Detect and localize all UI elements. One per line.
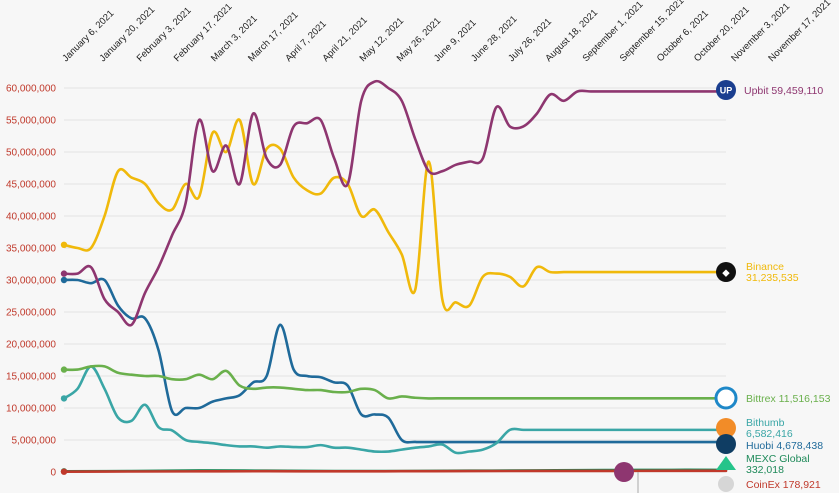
label-huobi: Huobi 4,678,438 [746, 440, 823, 452]
series-lines [60, 79, 728, 475]
label-binance-name: Binance [746, 261, 784, 273]
label-bithumb-value: 6,582,416 [746, 428, 793, 440]
binance-logo-icon [716, 262, 736, 282]
bithumb-logo-icon [716, 418, 736, 438]
upbit-logo-icon [716, 80, 736, 100]
y-tick-label: 25,000,000 [6, 308, 56, 319]
y-tick-label: 50,000,000 [6, 148, 56, 159]
y-tick-label: 10,000,000 [6, 404, 56, 415]
y-tick-label: 40,000,000 [6, 212, 56, 223]
label-upbit: Upbit 59,459,110 [744, 85, 823, 97]
upbit-logo-icon-glyph: UP [720, 86, 733, 96]
label-mexc-name: MEXC Global [746, 453, 810, 465]
series-line-huobi [62, 277, 728, 444]
series-start-point [60, 270, 68, 277]
y-tick-label: 55,000,000 [6, 116, 56, 127]
series-line-bittrex [62, 364, 728, 400]
series-start-point [60, 366, 68, 373]
label-bithumb-name: Bithumb [746, 417, 785, 429]
series-start-point [60, 395, 68, 402]
y-tick-label: 60,000,000 [6, 84, 56, 95]
label-coinex: CoinEx 178,921 [746, 479, 821, 491]
grid [64, 87, 726, 473]
y-tick-label: 0 [50, 468, 56, 479]
y-axis-ticks: 0 5,000,000 10,000,000 15,000,000 20,000,000… [6, 84, 57, 479]
label-binance-value: 31,235,535 [746, 272, 799, 284]
y-tick-label: 45,000,000 [6, 180, 56, 191]
series-line-bithumb [62, 365, 728, 455]
series-line-upbit [62, 79, 728, 327]
y-tick-label: 30,000,000 [6, 276, 56, 287]
series-start-point [60, 276, 68, 284]
series-start-point [60, 241, 68, 248]
y-tick-label: 5,000,000 [12, 436, 57, 447]
y-tick-label: 35,000,000 [6, 244, 56, 255]
y-tick-label: 20,000,000 [6, 340, 56, 351]
bittrex-logo-icon [714, 386, 738, 410]
mexc-logo-icon [716, 456, 736, 470]
coinex-logo-icon [718, 476, 734, 492]
label-mexc-value: 332,018 [746, 464, 784, 476]
highlight-dot [614, 462, 634, 482]
huobi-logo-icon [716, 434, 736, 454]
y-tick-label: 15,000,000 [6, 372, 56, 383]
binance-logo-icon-glyph: ◆ [722, 268, 731, 278]
label-bittrex: Bittrex 11,516,153 [746, 393, 831, 405]
series-start-point [60, 468, 68, 475]
series-line-binance [62, 118, 728, 312]
